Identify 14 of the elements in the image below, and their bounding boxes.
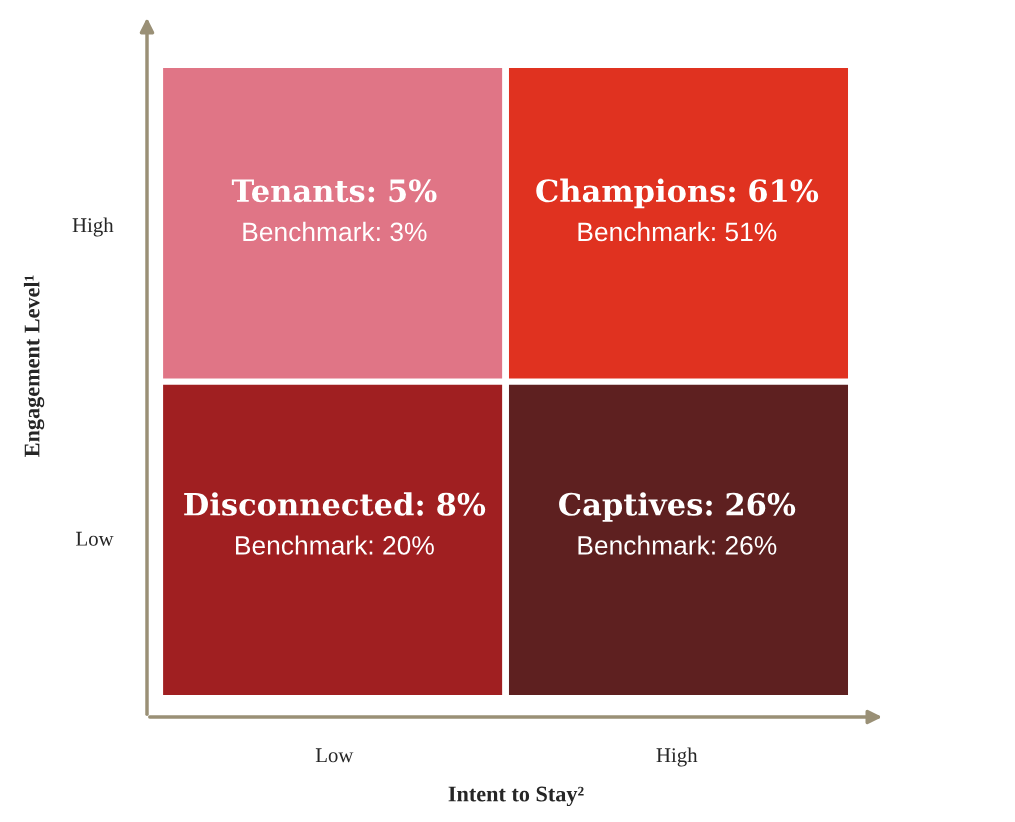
annotation: Benchmark: 51% xyxy=(578,221,777,242)
y-axis-title: Engagement Level¹ xyxy=(23,275,45,457)
data-label: 8% xyxy=(437,492,486,516)
annotation: Benchmark: 20% xyxy=(236,535,434,555)
data-label: 26% xyxy=(726,492,796,516)
annotation: Champions: xyxy=(536,178,735,209)
annotation: Benchmark: 26% xyxy=(578,535,777,555)
x-axis-title: Intent to Stay² xyxy=(448,786,584,807)
annotation: Benchmark: 3% xyxy=(243,221,427,242)
annotation: Tenants: xyxy=(231,179,375,203)
annotation: Disconnected: xyxy=(184,492,423,516)
annotation: Captives: xyxy=(559,492,712,522)
data-label: 61% xyxy=(749,179,819,203)
data-label: 5% xyxy=(389,179,437,203)
